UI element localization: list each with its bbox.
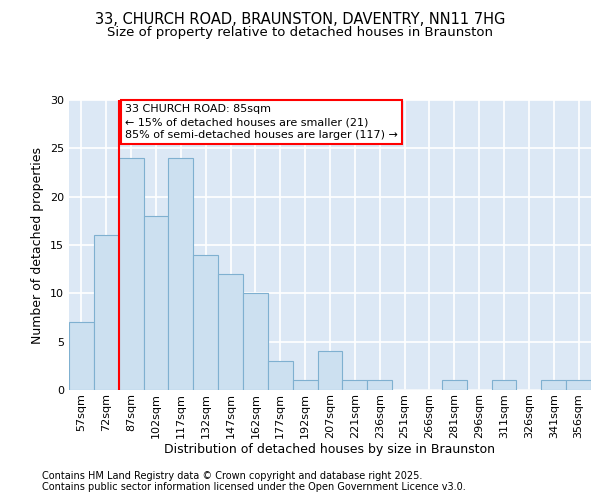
Bar [119, 158, 143, 390]
Y-axis label: Number of detached properties: Number of detached properties [31, 146, 44, 344]
Bar [566, 380, 591, 390]
Text: 33, CHURCH ROAD, BRAUNSTON, DAVENTRY, NN11 7HG: 33, CHURCH ROAD, BRAUNSTON, DAVENTRY, NN… [95, 12, 505, 28]
X-axis label: Distribution of detached houses by size in Braunston: Distribution of detached houses by size … [164, 444, 496, 456]
Bar [143, 216, 169, 390]
Bar [442, 380, 467, 390]
Text: 33 CHURCH ROAD: 85sqm
← 15% of detached houses are smaller (21)
85% of semi-deta: 33 CHURCH ROAD: 85sqm ← 15% of detached … [125, 104, 398, 141]
Bar [541, 380, 566, 390]
Bar [317, 352, 343, 390]
Bar [343, 380, 367, 390]
Text: Contains HM Land Registry data © Crown copyright and database right 2025.
Contai: Contains HM Land Registry data © Crown c… [42, 471, 466, 492]
Bar [293, 380, 317, 390]
Text: Size of property relative to detached houses in Braunston: Size of property relative to detached ho… [107, 26, 493, 39]
Bar [94, 236, 119, 390]
Bar [268, 361, 293, 390]
Bar [193, 254, 218, 390]
Bar [367, 380, 392, 390]
Bar [169, 158, 193, 390]
Bar [218, 274, 243, 390]
Bar [243, 294, 268, 390]
Bar [491, 380, 517, 390]
Bar [69, 322, 94, 390]
